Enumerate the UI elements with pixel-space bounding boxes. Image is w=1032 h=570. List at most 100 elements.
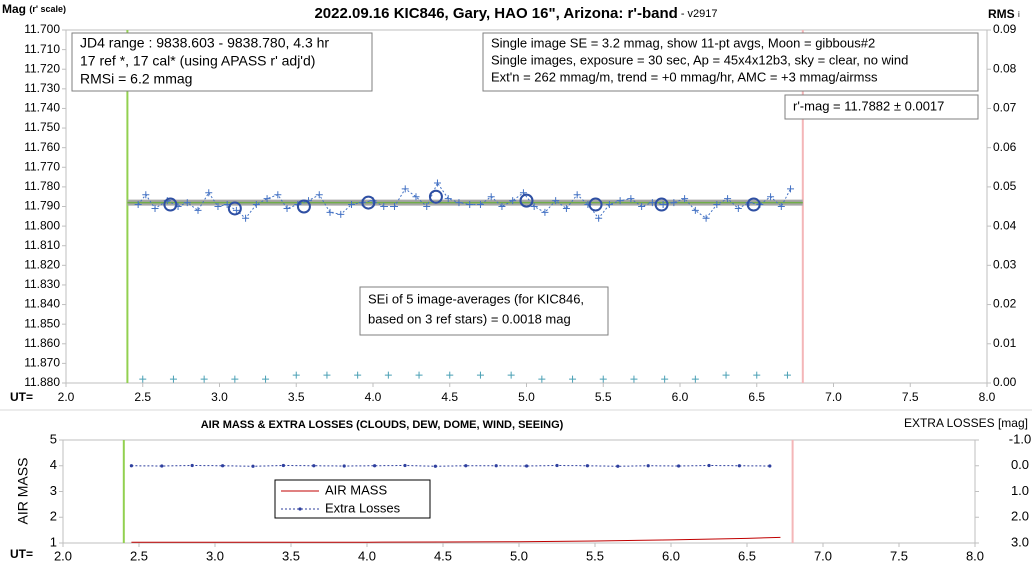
y-tick-label: 11.880: [24, 375, 60, 389]
data-point: [401, 185, 409, 193]
x-tick-label: 2.0: [54, 548, 72, 563]
data-point: [777, 203, 785, 210]
data-point: [221, 464, 225, 468]
data-point: [423, 203, 431, 210]
y2-label-note: i: [1018, 10, 1020, 19]
data-point: [183, 199, 191, 207]
data-point: [599, 375, 607, 383]
y2-label: RMS: [988, 7, 1015, 21]
x-tick-label: 5.5: [586, 548, 604, 563]
annotation-text: RMSi = 6.2 mmag: [80, 71, 192, 87]
y-tick-label: 11.860: [24, 336, 60, 350]
y-tick-label: 2: [50, 509, 57, 524]
data-point: [403, 463, 407, 468]
data-point: [323, 371, 331, 379]
data-point: [194, 206, 202, 214]
x-tick-label: 2.0: [58, 390, 75, 404]
y-label-note: (r' scale): [29, 4, 66, 14]
data-point: [251, 464, 255, 468]
x-tick-label: 5.0: [518, 390, 535, 404]
data-point: [190, 463, 194, 468]
data-point: [585, 464, 590, 468]
data-point: [160, 464, 164, 468]
data-point: [464, 464, 468, 468]
average-point: [428, 189, 443, 204]
y-tick-label: 11.730: [24, 81, 60, 95]
x-tick-label: 6.5: [738, 548, 756, 563]
average-point: [588, 197, 603, 212]
data-point: [677, 464, 681, 468]
data-point: [205, 189, 213, 197]
annotation-box: [784, 94, 979, 120]
data-point: [702, 214, 710, 222]
y-tick-label: 11.850: [24, 316, 60, 330]
data-point: [737, 464, 742, 468]
data-point: [292, 371, 300, 379]
data-point: [390, 203, 398, 210]
x-tick-label: 6.0: [672, 390, 689, 404]
legend-swatch: [298, 507, 302, 511]
y-tick-label: 11.740: [24, 101, 60, 115]
data-point: [573, 191, 581, 199]
data-point: [552, 197, 560, 205]
y-tick-label: 11.870: [24, 356, 60, 370]
y-tick-label: 11.830: [24, 277, 60, 291]
data-point: [281, 463, 285, 468]
y-tick-label: 1: [50, 534, 57, 549]
data-point: [380, 203, 388, 210]
average-point: [654, 197, 669, 212]
data-point: [139, 375, 147, 383]
data-point: [616, 464, 620, 468]
data-point: [630, 375, 638, 383]
data-point: [455, 199, 463, 207]
data-point: [446, 371, 454, 379]
x-tick-label: 3.0: [211, 390, 228, 404]
data-point: [541, 208, 549, 216]
data-point: [214, 203, 222, 210]
data-point: [616, 197, 624, 205]
x-axis-label: UT=: [10, 390, 33, 404]
y-tick-label: 11.760: [24, 140, 60, 154]
data-point: [151, 204, 159, 212]
annotation-text: JD4 range : 9838.603 - 9838.780, 4.3 hr: [80, 35, 329, 51]
x-tick-label: 5.0: [510, 548, 528, 563]
y-tick-label: 11.750: [24, 120, 60, 134]
data-point: [326, 208, 334, 216]
y-tick-label: 11.820: [24, 258, 60, 272]
data-point: [707, 463, 711, 468]
legend-label: AIR MASS: [325, 482, 387, 497]
annotation-box: [359, 286, 609, 336]
data-point: [767, 193, 775, 201]
data-point: [507, 371, 515, 379]
series-line: [131, 536, 781, 543]
average-point: [296, 199, 311, 214]
data-point: [348, 201, 356, 209]
x-tick-label: 5.5: [595, 390, 612, 404]
annotation-text: Single images, exposure = 30 sec, Ap = 4…: [491, 52, 908, 67]
y-tick-label: 11.700: [24, 22, 60, 36]
data-point: [476, 371, 484, 379]
y-axis-label: AIR MASS: [15, 458, 31, 525]
data-point: [444, 195, 452, 203]
y-label: Mag: [2, 2, 26, 16]
data-point: [242, 214, 250, 222]
x-tick-label: 2.5: [130, 548, 148, 563]
data-point: [509, 197, 517, 205]
x-tick-label: 3.5: [282, 548, 300, 563]
y2-tick-label: 0.02: [993, 297, 1017, 311]
data-point: [670, 199, 678, 207]
annotation-text: based on 3 ref stars) = 0.0018 mag: [368, 311, 571, 326]
data-point: [134, 201, 142, 209]
y2-tick-label: 0.00: [993, 375, 1017, 389]
y2-tick-label: 0.08: [993, 61, 1017, 75]
data-point: [466, 201, 474, 209]
x-tick-label: 4.0: [365, 390, 382, 404]
legend-label: Extra Losses: [325, 500, 401, 515]
y2-tick-label: 0.09: [993, 22, 1017, 36]
data-point: [595, 214, 603, 222]
y-axis-label: Mag (r' scale): [2, 2, 66, 16]
data-point: [498, 203, 506, 210]
x-tick-label: 4.5: [441, 390, 458, 404]
annotation-text: SEi of 5 image-averages (for KIC846,: [368, 291, 584, 306]
